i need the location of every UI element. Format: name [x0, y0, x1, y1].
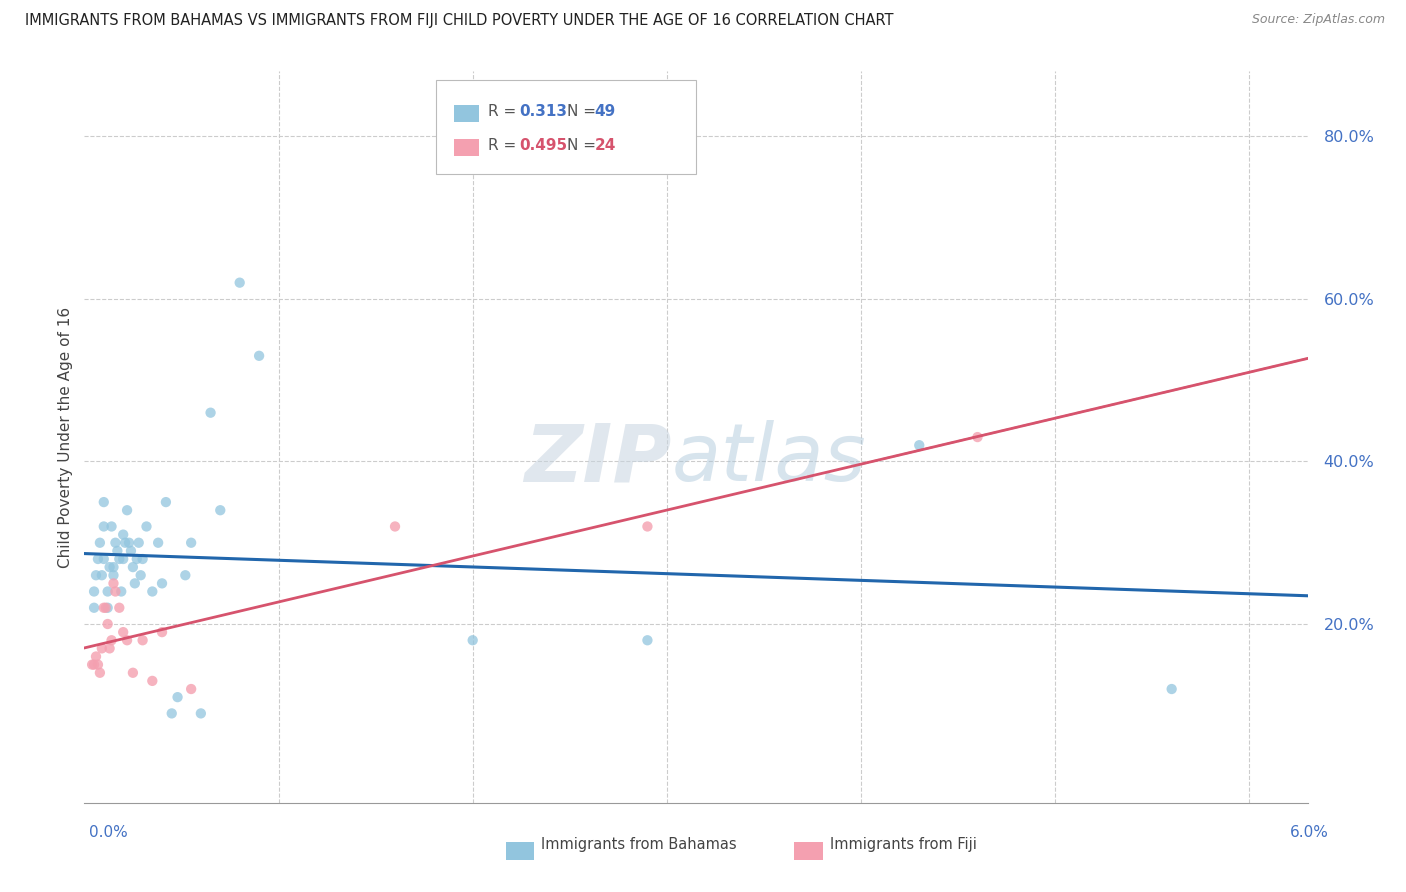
Point [89, 665, 111, 680]
Point [97, 584, 120, 599]
Point [97, 617, 120, 632]
Point [100, 519, 122, 533]
Point [115, 633, 138, 648]
Text: atlas: atlas [672, 420, 866, 498]
Point [131, 633, 153, 648]
Point [83, 584, 105, 599]
Point [146, 535, 169, 549]
Point [166, 690, 188, 705]
Text: N =: N = [567, 138, 600, 153]
Point [94, 600, 117, 615]
Text: 49: 49 [595, 104, 616, 120]
Y-axis label: Child Poverty Under the Age of 16: Child Poverty Under the Age of 16 [58, 307, 73, 567]
Point [98, 641, 121, 656]
Point [104, 584, 127, 599]
Point [108, 600, 131, 615]
Point [84, 568, 107, 582]
Point [93, 519, 115, 533]
Point [105, 544, 128, 558]
Point [112, 552, 135, 566]
Point [384, 519, 406, 533]
Text: 0.313: 0.313 [519, 104, 567, 120]
Point [93, 552, 115, 566]
Text: Immigrants from Fiji: Immigrants from Fiji [830, 838, 976, 852]
Text: 0.495: 0.495 [519, 138, 567, 153]
Point [115, 503, 138, 517]
Point [200, 406, 222, 420]
Point [108, 552, 131, 566]
Point [1160, 681, 1182, 696]
Text: 0.0%: 0.0% [89, 825, 128, 840]
Point [122, 665, 145, 680]
Point [122, 560, 145, 574]
Point [209, 503, 232, 517]
Point [93, 495, 115, 509]
Point [100, 633, 122, 648]
Point [97, 600, 120, 615]
Text: R =: R = [488, 138, 522, 153]
Point [135, 519, 157, 533]
Point [129, 568, 152, 582]
Point [89, 535, 111, 549]
Point [83, 600, 105, 615]
Point [128, 535, 150, 549]
Point [90, 568, 112, 582]
Point [461, 633, 484, 648]
Point [150, 576, 173, 591]
Point [84, 649, 107, 664]
Point [228, 276, 250, 290]
Point [103, 568, 125, 582]
Point [112, 625, 135, 640]
Point [112, 527, 135, 541]
Point [174, 568, 197, 582]
Point [93, 600, 115, 615]
Point [120, 544, 142, 558]
Text: IMMIGRANTS FROM BAHAMAS VS IMMIGRANTS FROM FIJI CHILD POVERTY UNDER THE AGE OF 1: IMMIGRANTS FROM BAHAMAS VS IMMIGRANTS FR… [25, 13, 894, 29]
Text: N =: N = [567, 104, 600, 120]
Point [83, 657, 105, 672]
Point [190, 706, 212, 721]
Point [98, 560, 121, 574]
Text: Immigrants from Bahamas: Immigrants from Bahamas [541, 838, 737, 852]
Text: 6.0%: 6.0% [1289, 825, 1329, 840]
Point [124, 576, 146, 591]
Point [110, 584, 132, 599]
Point [636, 633, 658, 648]
Text: 24: 24 [595, 138, 616, 153]
Point [114, 535, 136, 549]
Point [150, 625, 173, 640]
Point [90, 641, 112, 656]
Point [118, 535, 141, 549]
Point [131, 552, 153, 566]
Point [125, 552, 148, 566]
Point [966, 430, 988, 444]
Point [104, 535, 127, 549]
Point [87, 657, 110, 672]
Point [180, 681, 202, 696]
Point [155, 495, 177, 509]
Point [908, 438, 931, 452]
Point [103, 560, 125, 574]
Point [141, 673, 163, 688]
Point [87, 552, 110, 566]
Point [180, 535, 202, 549]
Point [160, 706, 183, 721]
Point [636, 519, 658, 533]
Text: Source: ZipAtlas.com: Source: ZipAtlas.com [1251, 13, 1385, 27]
Point [103, 576, 125, 591]
Point [247, 349, 270, 363]
Text: ZIP: ZIP [524, 420, 672, 498]
Point [141, 584, 163, 599]
Point [82, 657, 104, 672]
Text: R =: R = [488, 104, 522, 120]
